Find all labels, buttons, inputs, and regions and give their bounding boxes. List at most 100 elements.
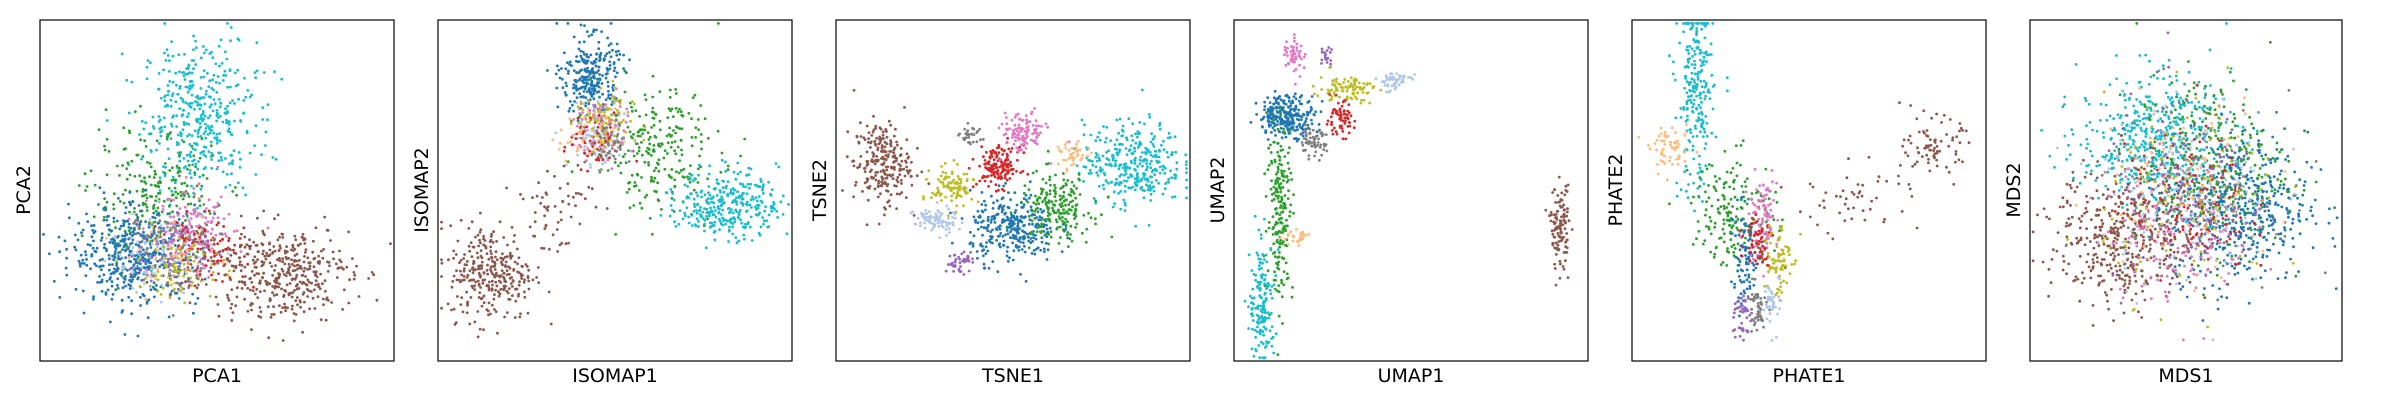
scatter-point-cluster-0: [606, 36, 609, 40]
scatter-point-cluster-0: [188, 143, 192, 146]
scatter-point-cluster-0: [865, 223, 869, 227]
scatter-point-cluster-7: [172, 232, 176, 236]
scatter-point-cluster-1: [1175, 167, 1179, 171]
scatter-point-cluster-10: [543, 205, 546, 209]
scatter-point-cluster-1: [1170, 153, 1174, 157]
scatter-point-cluster-1: [171, 193, 175, 197]
scatter-point-cluster-10: [305, 283, 309, 287]
scatter-point-cluster-0: [885, 189, 888, 193]
scatter-point-cluster-2: [112, 216, 116, 220]
scatter-point-cluster-10: [301, 232, 305, 236]
scatter-point-cluster-2: [987, 238, 991, 242]
scatter-point-cluster-0: [546, 69, 549, 72]
scatter-point-cluster-2: [120, 298, 124, 302]
scatter-point-cluster-0: [214, 62, 218, 66]
scatter-point-cluster-6: [163, 257, 167, 261]
scatter-point-cluster-2: [720, 195, 724, 199]
scatter-point-cluster-4: [199, 257, 203, 261]
scatter-point-cluster-4: [576, 124, 579, 128]
scatter-point-cluster-1: [170, 166, 174, 170]
scatter-point-cluster-2: [126, 219, 130, 223]
scatter-point-cluster-9: [523, 290, 526, 294]
scatter-point-cluster-10: [273, 217, 276, 221]
scatter-point-cluster-0: [193, 107, 196, 111]
scatter-point-cluster-1: [1117, 167, 1121, 171]
scatter-point-cluster-2: [76, 238, 80, 242]
scatter-point-cluster-0: [557, 68, 561, 72]
scatter-point-cluster-0: [212, 131, 216, 135]
scatter-point-cluster-0: [598, 95, 601, 99]
scatter-point-cluster-0: [157, 72, 161, 75]
scatter-point-cluster-3: [1043, 233, 1047, 237]
scatter-point-cluster-0: [892, 151, 896, 155]
scatter-point-cluster-1: [163, 162, 167, 165]
scatter-point-cluster-1: [77, 184, 81, 187]
scatter-point-cluster-1: [1111, 153, 1114, 157]
scatter-point-cluster-1: [1111, 205, 1115, 209]
scatter-point-cluster-3: [609, 153, 613, 156]
scatter-point-cluster-3: [1026, 200, 1029, 204]
scatter-point-cluster-2: [144, 258, 147, 261]
scatter-point-cluster-0: [893, 160, 896, 163]
scatter-point-cluster-0: [230, 154, 234, 157]
scatter-point-cluster-0: [199, 187, 203, 191]
scatter-point-cluster-10: [294, 299, 298, 303]
scatter-point-cluster-9: [504, 260, 508, 264]
scatter-point-cluster-10: [281, 257, 285, 261]
scatter-point-cluster-0: [566, 22, 570, 25]
scatter-point-cluster-1: [1142, 175, 1146, 178]
scatter-point-cluster-1: [1147, 113, 1151, 116]
scatter-point-cluster-1: [175, 164, 179, 168]
scatter-point-cluster-0: [865, 179, 869, 183]
scatter-point-cluster-2: [697, 220, 700, 223]
scatter-point-cluster-0: [605, 52, 609, 55]
scatter-point-cluster-1: [1125, 179, 1129, 183]
scatter-point-cluster-0: [904, 196, 908, 200]
scatter-point-cluster-2: [732, 170, 736, 174]
scatter-point-cluster-1: [1149, 153, 1153, 157]
scatter-point-cluster-10: [280, 287, 283, 291]
scatter-point-cluster-2: [995, 199, 999, 203]
scatter-point-cluster-10: [258, 306, 262, 309]
scatter-point-cluster-1: [97, 203, 100, 206]
scatter-point-cluster-2: [82, 311, 86, 315]
scatter-point-cluster-2: [1009, 225, 1012, 229]
scatter-point-cluster-7: [583, 137, 586, 141]
scatter-point-cluster-2: [118, 227, 122, 231]
scatter-point-cluster-7: [198, 269, 202, 273]
scatter-point-cluster-5: [1018, 118, 1021, 121]
scatter-point-cluster-4: [984, 166, 987, 169]
scatter-point-cluster-1: [1167, 177, 1171, 181]
scatter-point-cluster-0: [588, 73, 592, 76]
scatter-point-cluster-1: [1150, 132, 1153, 136]
scatter-point-cluster-2: [1021, 215, 1024, 219]
scatter-point-cluster-3: [1030, 219, 1034, 223]
scatter-point-cluster-9: [460, 273, 463, 277]
scatter-point-cluster-9: [166, 221, 169, 224]
scatter-point-cluster-1: [148, 175, 151, 179]
scatter-point-cluster-7: [593, 147, 596, 151]
scatter-point-cluster-1: [1170, 151, 1174, 154]
scatter-point-cluster-1: [141, 214, 144, 218]
scatter-point-cluster-7: [564, 159, 568, 163]
scatter-point-cluster-5: [191, 241, 194, 245]
scatter-point-cluster-3: [1059, 236, 1062, 239]
scatter-point-cluster-3: [1046, 210, 1050, 214]
scatter-point-cluster-10: [214, 295, 218, 299]
scatter-point-cluster-1: [1080, 118, 1084, 122]
scatter-point-cluster-2: [1022, 224, 1025, 228]
scatter-point-cluster-9: [178, 229, 182, 233]
scatter-point-cluster-2: [758, 185, 762, 189]
scatter-point-cluster-2: [1060, 250, 1064, 254]
scatter-point-cluster-6: [591, 150, 594, 154]
scatter-point-cluster-5: [635, 159, 639, 163]
scatter-point-cluster-0: [202, 153, 206, 157]
scatter-point-cluster-2: [68, 216, 71, 220]
scatter-point-cluster-1: [235, 193, 239, 197]
scatter-point-cluster-6: [152, 237, 156, 241]
scatter-point-cluster-9: [479, 274, 482, 277]
scatter-point-cluster-1: [1144, 168, 1148, 172]
scatter-point-cluster-3: [1023, 184, 1027, 188]
scatter-point-cluster-2: [733, 220, 737, 224]
scatter-point-cluster-10: [555, 228, 559, 231]
